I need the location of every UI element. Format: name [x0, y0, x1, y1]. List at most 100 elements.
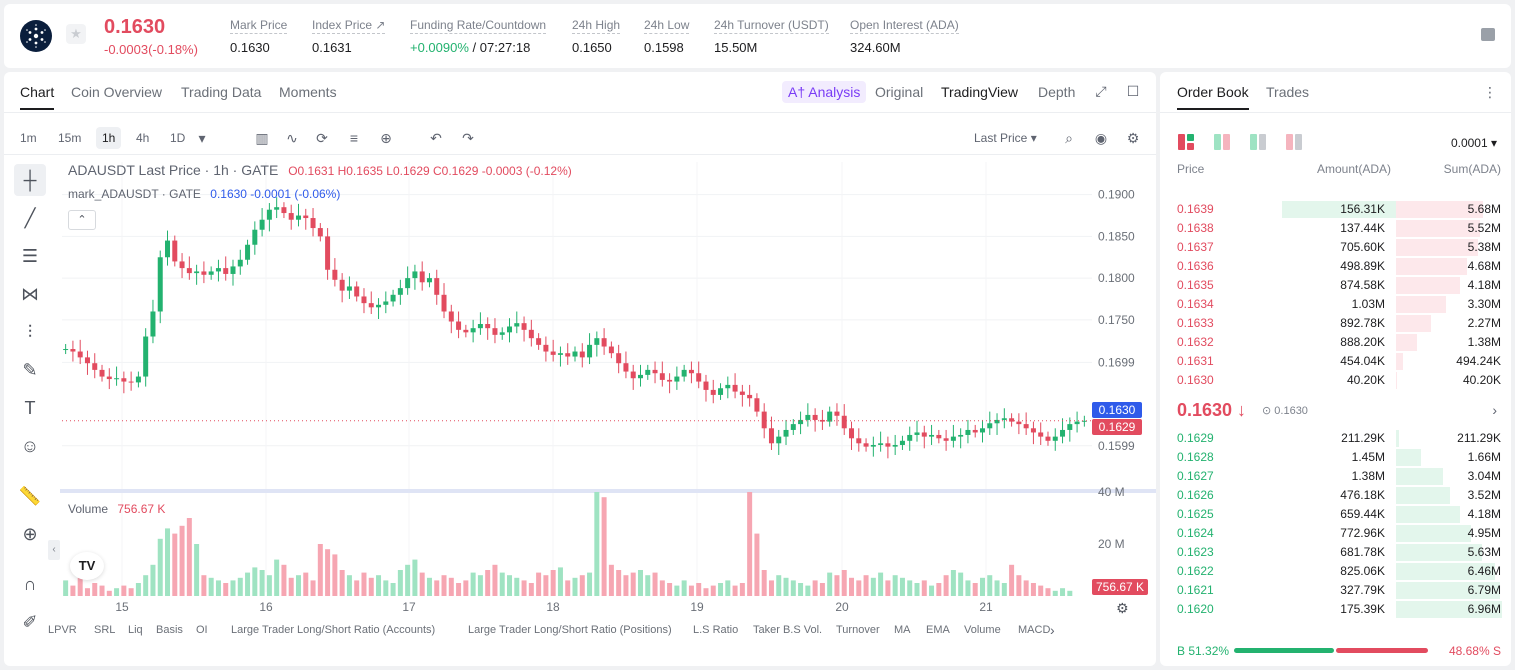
undo-icon[interactable]: ↶: [430, 130, 442, 146]
tab-moments[interactable]: Moments: [279, 84, 337, 100]
tab-coin-overview[interactable]: Coin Overview: [71, 84, 163, 100]
scroll-right-icon[interactable]: ›: [1050, 622, 1055, 638]
ask-sum: 4.68M: [1467, 259, 1501, 273]
indicator-item[interactable]: Basis: [156, 624, 183, 636]
view-tradingview[interactable]: TradingView: [941, 84, 1019, 100]
indicator-item[interactable]: Turnover: [836, 624, 880, 636]
indicator-item[interactable]: L.S Ratio: [693, 624, 739, 636]
more-icon[interactable]: ⋮: [1483, 84, 1497, 100]
timeframe-1m[interactable]: 1m: [20, 131, 37, 145]
bid-amount: 1.38M: [1351, 469, 1385, 483]
trend-line-icon[interactable]: ╱: [24, 208, 36, 228]
timeframe-15m[interactable]: 15m: [58, 131, 82, 145]
expand-icon[interactable]: ⤢: [1095, 83, 1107, 99]
tab-trades[interactable]: Trades: [1266, 84, 1310, 100]
precision-select[interactable]: 0.0001 ▾: [1450, 136, 1497, 150]
indicator-item[interactable]: Taker B.S Vol.: [753, 624, 823, 636]
candle-body: [99, 369, 105, 377]
timeframe-1d[interactable]: 1D: [170, 131, 186, 145]
book-mode-bids-icon[interactable]: [1214, 134, 1230, 150]
price-source-select[interactable]: Last Price ▾: [974, 131, 1037, 145]
ask-row[interactable]: 0.1630 40.20K 40.20K: [1160, 371, 1511, 390]
pencil-lock-icon[interactable]: ✐: [22, 612, 38, 632]
zoom-in-icon[interactable]: ⊕: [22, 524, 38, 544]
ask-row[interactable]: 0.1633 892.78K 2.27M: [1160, 314, 1511, 333]
view-depth[interactable]: Depth: [1038, 84, 1076, 100]
y-tick-label: 0.1750: [1098, 313, 1135, 327]
tab-trading-data[interactable]: Trading Data: [181, 84, 262, 100]
ruler-icon[interactable]: 📏: [18, 486, 42, 506]
book-icon[interactable]: [1481, 28, 1495, 41]
indicator-item[interactable]: LPVR: [48, 624, 77, 636]
candle-body: [623, 363, 629, 372]
bid-row[interactable]: 0.1628 1.45M 1.66M: [1160, 448, 1511, 467]
indicator-item[interactable]: Liq: [128, 624, 143, 636]
indicator-item[interactable]: EMA: [926, 624, 950, 636]
brush-icon[interactable]: ✎: [22, 360, 38, 380]
bid-row[interactable]: 0.1621 327.79K 6.79M: [1160, 581, 1511, 600]
ask-row[interactable]: 0.1637 705.60K 5.38M: [1160, 238, 1511, 257]
book-mode-asks-icon[interactable]: [1250, 134, 1266, 150]
redo-icon[interactable]: ↷: [462, 130, 474, 146]
crosshair-icon[interactable]: ┼: [14, 164, 46, 196]
tab-chart[interactable]: Chart: [20, 84, 55, 110]
ask-row[interactable]: 0.1632 888.20K 1.38M: [1160, 333, 1511, 352]
pattern-icon[interactable]: ⋈: [21, 284, 39, 304]
horizontal-lines-icon[interactable]: ☰: [21, 246, 39, 266]
collapse-toolbar-icon[interactable]: ‹: [48, 540, 60, 560]
text-icon[interactable]: T: [24, 398, 36, 418]
ask-amount: 874.58K: [1340, 278, 1385, 292]
ask-row[interactable]: 0.1638 137.44K 5.52M: [1160, 219, 1511, 238]
indicator-item[interactable]: SRL: [94, 624, 116, 636]
bid-price: 0.1629: [1177, 431, 1214, 445]
bid-row[interactable]: 0.1623 681.78K 5.63M: [1160, 543, 1511, 562]
volume-bar: [92, 583, 98, 596]
ai-analysis-button[interactable]: A† Analysis: [782, 81, 867, 103]
ask-row[interactable]: 0.1635 874.58K 4.18M: [1160, 276, 1511, 295]
indicators-icon[interactable]: ∿: [286, 130, 298, 146]
timeframe-4h[interactable]: 4h: [136, 131, 150, 145]
candle-body: [761, 411, 767, 429]
window-icon[interactable]: ☐: [1126, 83, 1140, 99]
price-chart[interactable]: 0.1900 0.1850 0.1800 0.1750 0.1699 0.1599 15 16…: [4, 72, 1156, 666]
bid-row[interactable]: 0.1626 476.18K 3.52M: [1160, 486, 1511, 505]
search-icon[interactable]: ⌕: [1065, 130, 1073, 146]
indicator-item[interactable]: MACD: [1018, 624, 1051, 636]
chevron-right-icon[interactable]: ›: [1492, 402, 1497, 418]
replay-icon[interactable]: ⟳: [316, 130, 328, 146]
indicator-item[interactable]: MA: [894, 624, 911, 636]
timeframe-dropdown-icon[interactable]: ▾: [198, 130, 206, 146]
gear-icon[interactable]: ⚙: [1126, 130, 1140, 146]
bid-row[interactable]: 0.1625 659.44K 4.18M: [1160, 505, 1511, 524]
bid-row[interactable]: 0.1622 825.06K 6.46M: [1160, 562, 1511, 581]
book-mode-depth-icon[interactable]: [1286, 134, 1302, 150]
indicator-item[interactable]: Large Trader Long/Short Ratio (Accounts): [231, 624, 436, 636]
view-original[interactable]: Original: [875, 84, 924, 100]
emoji-icon[interactable]: ☺: [20, 436, 40, 456]
indicator-item[interactable]: Large Trader Long/Short Ratio (Positions…: [468, 624, 672, 636]
magnet-icon[interactable]: ∩: [23, 574, 37, 594]
bid-row[interactable]: 0.1629 211.29K 211.29K: [1160, 429, 1511, 448]
candle-type-icon[interactable]: ▥: [255, 130, 269, 146]
collapse-legend-button[interactable]: ⌃: [68, 210, 96, 230]
book-mode-both-icon[interactable]: [1178, 134, 1194, 150]
bid-row[interactable]: 0.1620 175.39K 6.96M: [1160, 600, 1511, 619]
indicator-item[interactable]: OI: [196, 624, 208, 636]
tradingview-logo[interactable]: TV: [70, 552, 104, 580]
favorite-star-icon[interactable]: ★: [66, 24, 86, 44]
chart-settings-icon[interactable]: ⚙: [1116, 600, 1129, 616]
camera-icon[interactable]: ◉: [1094, 130, 1108, 146]
ask-row[interactable]: 0.1634 1.03M 3.30M: [1160, 295, 1511, 314]
ask-row[interactable]: 0.1636 498.89K 4.68M: [1160, 257, 1511, 276]
ask-row[interactable]: 0.1639 156.31K 5.68M: [1160, 200, 1511, 219]
ask-row[interactable]: 0.1631 454.04K 494.24K: [1160, 352, 1511, 371]
stat-index-price[interactable]: Index Price ↗ 0.1631: [312, 18, 386, 55]
timeframe-1h[interactable]: 1h: [96, 127, 122, 149]
fib-icon[interactable]: ⫶: [27, 322, 33, 342]
tab-order-book[interactable]: Order Book: [1177, 84, 1249, 110]
bid-row[interactable]: 0.1627 1.38M 3.04M: [1160, 467, 1511, 486]
add-alert-icon[interactable]: ⊕: [380, 130, 392, 146]
templates-icon[interactable]: ≡: [349, 130, 359, 146]
bid-row[interactable]: 0.1624 772.96K 4.95M: [1160, 524, 1511, 543]
indicator-item[interactable]: Volume: [964, 624, 1001, 636]
